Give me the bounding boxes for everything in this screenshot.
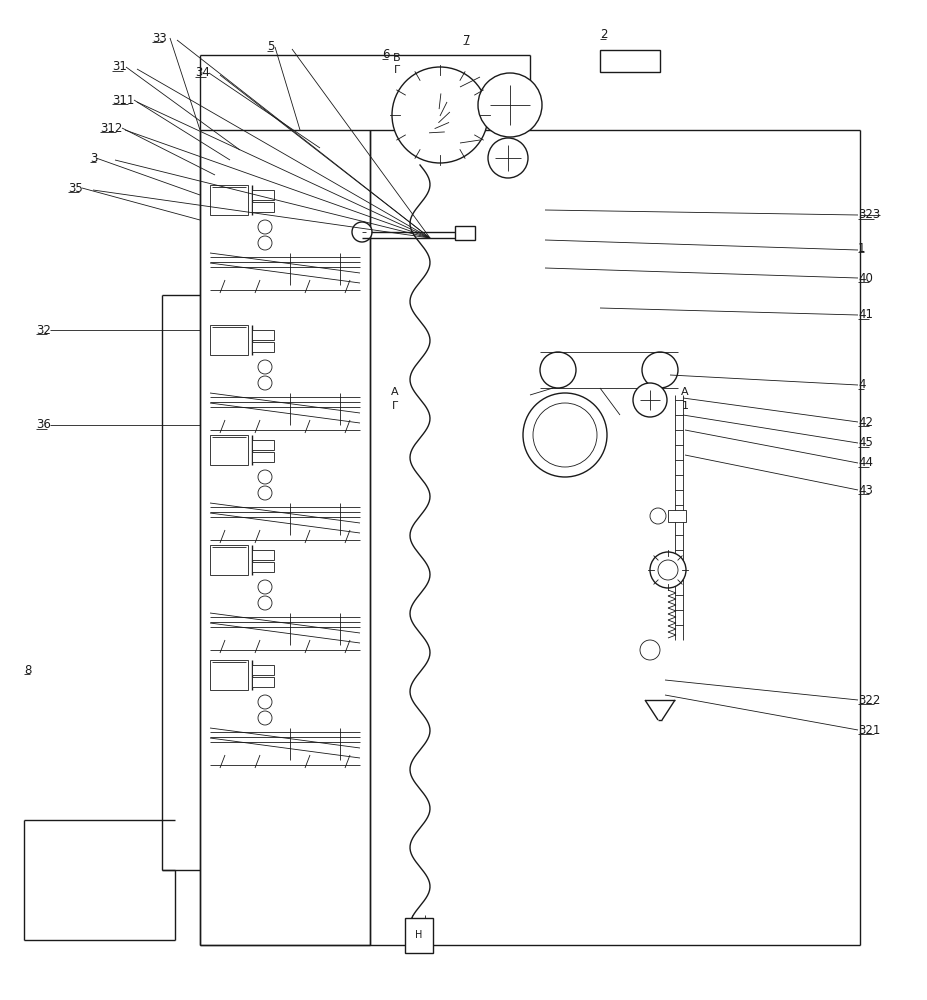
Bar [210, 435, 248, 465]
Circle shape [258, 695, 272, 709]
Bar [210, 325, 248, 355]
Bar [252, 342, 273, 352]
Bar [252, 330, 273, 340]
Bar [667, 510, 685, 522]
Circle shape [649, 552, 685, 588]
Text: 3: 3 [90, 151, 97, 164]
Text: 34: 34 [195, 66, 210, 80]
Circle shape [258, 596, 272, 610]
Text: А: А [680, 387, 688, 397]
Text: 311: 311 [112, 94, 134, 106]
Bar [252, 202, 273, 212]
Text: 31: 31 [112, 60, 127, 74]
Bar [210, 185, 248, 215]
Text: 36: 36 [36, 418, 51, 432]
Text: 312: 312 [100, 121, 122, 134]
Circle shape [351, 222, 372, 242]
Text: 8: 8 [24, 664, 32, 676]
Text: 2: 2 [600, 28, 607, 41]
Text: 5: 5 [267, 40, 274, 53]
Bar [252, 190, 273, 200]
Text: 41: 41 [857, 308, 872, 322]
Text: 35: 35 [68, 182, 83, 194]
Text: H: H [415, 930, 422, 940]
Circle shape [532, 403, 596, 467]
Bar [252, 550, 273, 560]
Circle shape [523, 393, 606, 477]
Bar [210, 660, 248, 690]
Circle shape [258, 711, 272, 725]
Text: 33: 33 [152, 31, 167, 44]
Circle shape [258, 486, 272, 500]
Circle shape [632, 383, 667, 417]
Bar [600, 50, 659, 72]
Circle shape [391, 67, 488, 163]
Text: 321: 321 [857, 724, 880, 736]
Text: Г: Г [393, 65, 400, 75]
Bar [252, 562, 273, 572]
Bar [404, 918, 433, 953]
Text: 45: 45 [857, 436, 872, 450]
Circle shape [657, 560, 678, 580]
Text: 323: 323 [857, 209, 880, 222]
Bar [252, 665, 273, 675]
Text: 32: 32 [36, 324, 51, 336]
Bar [252, 677, 273, 687]
Bar [252, 440, 273, 450]
Text: 7: 7 [463, 33, 470, 46]
Circle shape [477, 73, 541, 137]
Circle shape [258, 580, 272, 594]
Bar [454, 226, 475, 240]
Circle shape [258, 470, 272, 484]
Circle shape [258, 220, 272, 234]
Text: 40: 40 [857, 271, 872, 284]
Circle shape [488, 138, 527, 178]
Text: В: В [393, 53, 400, 63]
Circle shape [641, 352, 678, 388]
Text: 322: 322 [857, 694, 880, 706]
Text: 6: 6 [382, 48, 389, 62]
Text: 44: 44 [857, 456, 872, 470]
Text: Г: Г [391, 401, 398, 411]
Circle shape [649, 508, 666, 524]
Circle shape [258, 236, 272, 250]
Bar [252, 452, 273, 462]
Text: 1: 1 [680, 401, 688, 411]
Circle shape [540, 352, 576, 388]
Circle shape [640, 640, 659, 660]
Polygon shape [200, 55, 529, 130]
Bar [210, 545, 248, 575]
Text: А: А [391, 387, 399, 397]
Text: 4: 4 [857, 378, 865, 391]
Text: 43: 43 [857, 484, 872, 496]
Circle shape [258, 376, 272, 390]
Circle shape [258, 360, 272, 374]
Text: 42: 42 [857, 416, 872, 428]
Text: 1: 1 [857, 241, 865, 254]
